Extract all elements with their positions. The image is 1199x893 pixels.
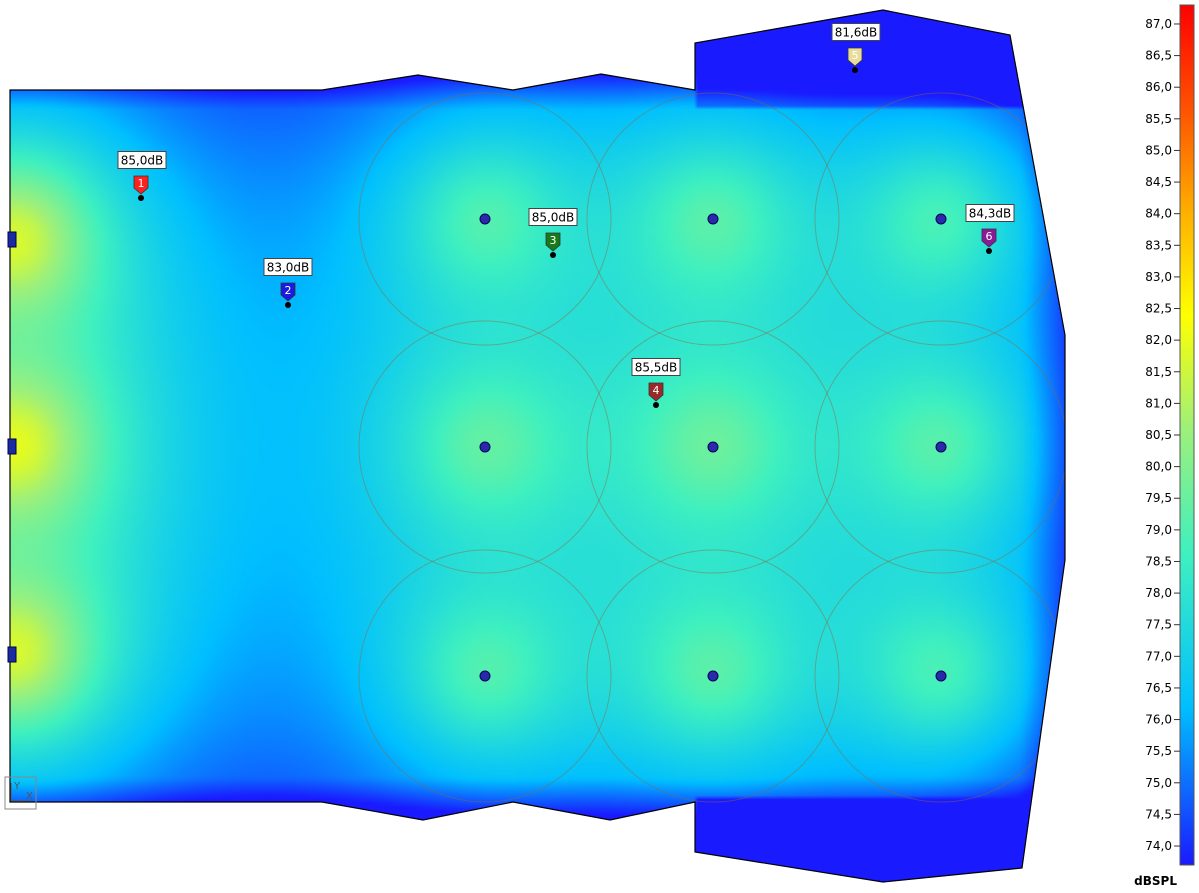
- color-scale-ticks: 87,0 86,5 86,0 85,5 85,0 84,5 84,0 83,5 83,0 82,5…: [1145, 17, 1180, 853]
- wall-speaker-icon[interactable]: [7, 646, 17, 663]
- measurement-markers: 85,0dB 1 83,0dB 2 85,0dB 3 85,5dB 4 81,6dB 5 84,3d…: [117, 23, 1015, 409]
- ceiling-speaker-icon[interactable]: [935, 213, 947, 225]
- marker-label-box: [631, 358, 681, 376]
- color-scale-tick-label: 80,0: [1145, 460, 1172, 474]
- axis-x-label: X: [26, 791, 33, 802]
- color-scale-unit: dBSPL: [1134, 874, 1177, 888]
- marker-label-box: [831, 23, 881, 41]
- marker-number: 6: [986, 230, 993, 243]
- marker-level-label: 85,0dB: [532, 211, 575, 225]
- color-scale-tick-label: 83,5: [1145, 238, 1172, 252]
- marker-label-box: [528, 208, 578, 226]
- spl-heatmap: [10, 10, 1065, 882]
- marker-level-label: 83,0dB: [267, 261, 310, 275]
- ceiling-speakers: [479, 213, 947, 682]
- color-scale-tick-label: 86,0: [1145, 80, 1172, 94]
- color-scale-tick-label: 78,5: [1145, 554, 1172, 568]
- ceiling-speaker-icon[interactable]: [479, 441, 491, 453]
- measurement-marker[interactable]: 81,6dB 5: [831, 23, 881, 74]
- coverage-circle: [358, 549, 612, 803]
- color-scale-tick-label: 85,5: [1145, 112, 1172, 126]
- wall-speaker-icon[interactable]: [7, 438, 17, 455]
- color-scale-tick-label: 76,0: [1145, 713, 1172, 727]
- marker-pin-icon: [133, 175, 149, 195]
- ceiling-speaker-icon[interactable]: [707, 670, 719, 682]
- color-scale-tick-label: 74,0: [1145, 839, 1172, 853]
- measurement-marker[interactable]: 85,5dB 4: [631, 358, 681, 409]
- room-floor: [9, 9, 1066, 883]
- marker-level-label: 84,3dB: [969, 207, 1012, 221]
- color-scale-tick-label: 82,0: [1145, 333, 1172, 347]
- marker-point: [550, 252, 556, 258]
- ceiling-speaker-icon[interactable]: [707, 441, 719, 453]
- color-scale-tick-label: 82,5: [1145, 302, 1172, 316]
- wall-speaker-icon[interactable]: [7, 231, 17, 248]
- coverage-circles: [358, 92, 1065, 803]
- coverage-circle: [586, 320, 840, 574]
- marker-number: 2: [285, 284, 292, 297]
- measurement-marker[interactable]: 85,0dB 1: [117, 151, 167, 202]
- axis-y-label: Y: [13, 781, 21, 792]
- measurement-marker[interactable]: 83,0dB 2: [263, 258, 313, 309]
- measurement-marker[interactable]: 84,3dB 6: [965, 204, 1015, 255]
- coverage-circle: [586, 549, 840, 803]
- color-scale-tick-label: 86,5: [1145, 49, 1172, 63]
- color-scale-legend: 87,0 86,5 86,0 85,5 85,0 84,5 84,0 83,5 83,0 82,5…: [1134, 4, 1195, 888]
- wall-speakers: [7, 231, 17, 663]
- color-scale-tick-label: 79,5: [1145, 491, 1172, 505]
- marker-number: 1: [138, 177, 145, 190]
- color-scale-tick-label: 75,5: [1145, 744, 1172, 758]
- color-scale-tick-label: 77,0: [1145, 649, 1172, 663]
- ceiling-speaker-icon[interactable]: [935, 670, 947, 682]
- color-scale-tick-label: 83,0: [1145, 270, 1172, 284]
- marker-point: [138, 195, 144, 201]
- marker-point: [285, 302, 291, 308]
- color-scale-bar: [1179, 4, 1195, 866]
- marker-number: 4: [653, 384, 660, 397]
- color-scale-tick-label: 85,0: [1145, 143, 1172, 157]
- marker-point: [653, 402, 659, 408]
- marker-point: [852, 67, 858, 73]
- marker-pin-icon: [280, 282, 296, 302]
- marker-pin-icon: [648, 382, 664, 402]
- color-scale-tick-label: 76,5: [1145, 681, 1172, 695]
- marker-level-label: 85,5dB: [635, 361, 678, 375]
- color-scale-tick-label: 78,0: [1145, 586, 1172, 600]
- color-scale-tick-label: 81,5: [1145, 365, 1172, 379]
- ceiling-speaker-icon[interactable]: [707, 213, 719, 225]
- room-outline: [9, 9, 1066, 883]
- marker-number: 5: [852, 49, 859, 62]
- marker-number: 3: [550, 234, 557, 247]
- color-scale-tick-label: 77,5: [1145, 618, 1172, 632]
- axis-indicator: Y X: [4, 776, 37, 810]
- ceiling-speaker-icon[interactable]: [479, 670, 491, 682]
- marker-pin-icon: [981, 228, 997, 248]
- coverage-circle: [814, 549, 1065, 803]
- color-scale-tick-label: 74,5: [1145, 807, 1172, 821]
- color-scale-tick-label: 75,0: [1145, 776, 1172, 790]
- color-scale-tick-label: 81,0: [1145, 396, 1172, 410]
- coverage-circle: [814, 320, 1065, 574]
- marker-point: [986, 248, 992, 254]
- marker-level-label: 81,6dB: [835, 26, 878, 40]
- coverage-circle: [586, 92, 840, 346]
- color-scale-tick-label: 79,0: [1145, 523, 1172, 537]
- coverage-circle: [358, 92, 612, 346]
- marker-pin-icon: [545, 232, 561, 252]
- marker-pin-icon: [847, 47, 863, 67]
- marker-label-box: [263, 258, 313, 276]
- coverage-circle: [358, 320, 612, 574]
- measurement-marker[interactable]: 85,0dB 3: [528, 208, 578, 259]
- marker-label-box: [117, 151, 167, 169]
- marker-label-box: [965, 204, 1015, 222]
- marker-level-label: 85,0dB: [121, 154, 164, 168]
- color-scale-tick-label: 84,5: [1145, 175, 1172, 189]
- coverage-circle: [814, 92, 1065, 346]
- ceiling-speaker-icon[interactable]: [479, 213, 491, 225]
- color-scale-tick-label: 87,0: [1145, 17, 1172, 31]
- color-scale-tick-label: 84,0: [1145, 207, 1172, 221]
- ceiling-speaker-icon[interactable]: [935, 441, 947, 453]
- color-scale-tick-label: 80,5: [1145, 428, 1172, 442]
